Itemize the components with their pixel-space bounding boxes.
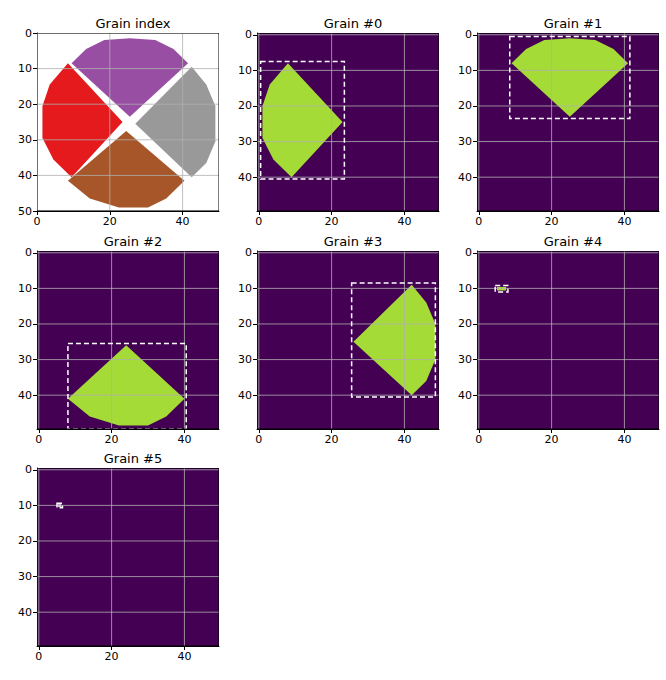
svg-text:0: 0 [25, 27, 32, 40]
svg-text:10: 10 [458, 282, 472, 295]
svg-text:40: 40 [177, 650, 191, 663]
svg-text:Grain #3: Grain #3 [324, 234, 383, 249]
svg-text:40: 40 [177, 433, 191, 446]
svg-text:30: 30 [458, 135, 472, 148]
svg-text:40: 40 [176, 215, 190, 228]
svg-text:0: 0 [255, 433, 262, 446]
svg-text:Grain #0: Grain #0 [324, 16, 383, 31]
svg-text:0: 0 [475, 215, 482, 228]
svg-text:50: 50 [18, 205, 32, 218]
svg-text:0: 0 [245, 246, 252, 259]
svg-text:0: 0 [475, 433, 482, 446]
svg-text:Grain #1: Grain #1 [544, 16, 603, 31]
svg-text:10: 10 [238, 64, 252, 77]
svg-text:0: 0 [255, 215, 262, 228]
svg-text:30: 30 [18, 353, 32, 366]
svg-text:20: 20 [105, 650, 119, 663]
svg-text:20: 20 [325, 215, 339, 228]
svg-text:10: 10 [18, 282, 32, 295]
svg-text:20: 20 [105, 433, 119, 446]
svg-text:20: 20 [238, 99, 252, 112]
svg-text:20: 20 [325, 433, 339, 446]
svg-text:20: 20 [545, 433, 559, 446]
svg-text:20: 20 [458, 99, 472, 112]
svg-text:20: 20 [18, 534, 32, 547]
svg-text:0: 0 [25, 463, 32, 476]
svg-text:0: 0 [245, 28, 252, 41]
svg-text:10: 10 [458, 64, 472, 77]
svg-text:0: 0 [25, 246, 32, 259]
svg-text:40: 40 [238, 171, 252, 184]
svg-text:40: 40 [458, 389, 472, 402]
svg-text:40: 40 [397, 433, 411, 446]
svg-text:40: 40 [18, 606, 32, 619]
svg-text:0: 0 [34, 215, 41, 228]
svg-text:40: 40 [238, 389, 252, 402]
svg-text:40: 40 [18, 169, 32, 182]
svg-text:30: 30 [458, 353, 472, 366]
svg-text:20: 20 [18, 317, 32, 330]
svg-text:Grain index: Grain index [96, 16, 171, 31]
svg-text:40: 40 [617, 215, 631, 228]
svg-text:10: 10 [238, 282, 252, 295]
svg-text:40: 40 [18, 389, 32, 402]
svg-text:20: 20 [458, 317, 472, 330]
svg-text:20: 20 [18, 98, 32, 111]
svg-text:0: 0 [35, 650, 42, 663]
svg-text:30: 30 [238, 135, 252, 148]
svg-text:40: 40 [458, 171, 472, 184]
svg-text:Grain #4: Grain #4 [544, 234, 603, 249]
svg-text:40: 40 [617, 433, 631, 446]
svg-text:30: 30 [18, 133, 32, 146]
svg-text:30: 30 [18, 570, 32, 583]
svg-text:10: 10 [18, 62, 32, 75]
svg-text:Grain #5: Grain #5 [104, 451, 163, 466]
svg-text:40: 40 [397, 215, 411, 228]
svg-text:30: 30 [238, 353, 252, 366]
svg-text:Grain #2: Grain #2 [104, 234, 163, 249]
svg-text:0: 0 [465, 246, 472, 259]
svg-text:0: 0 [35, 433, 42, 446]
svg-text:20: 20 [545, 215, 559, 228]
svg-text:0: 0 [465, 28, 472, 41]
svg-text:20: 20 [238, 317, 252, 330]
svg-text:10: 10 [18, 499, 32, 512]
svg-text:20: 20 [103, 215, 117, 228]
